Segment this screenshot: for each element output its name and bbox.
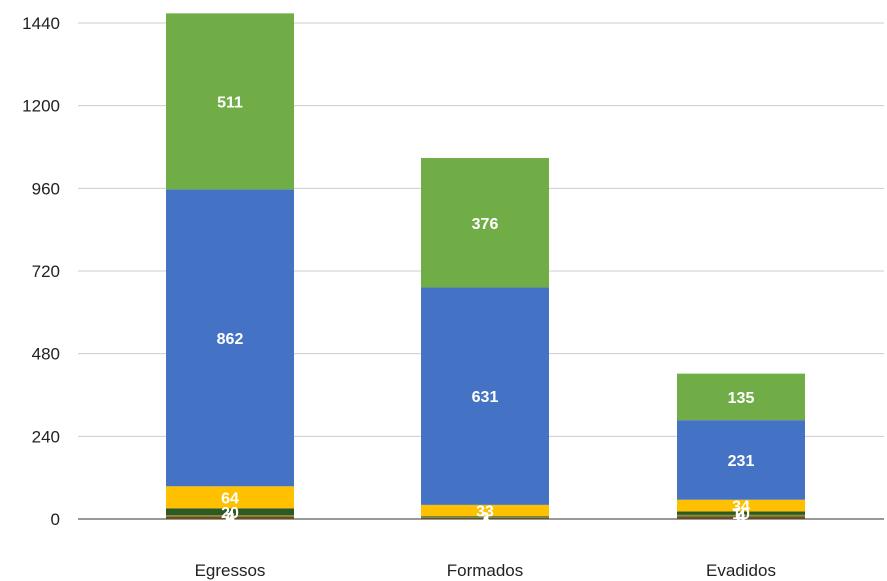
data-label: 2	[481, 511, 490, 528]
bar-segment-formados-0	[421, 517, 549, 519]
data-label: 511	[217, 94, 243, 111]
data-label: 862	[217, 331, 244, 348]
bar-segment-formados-4	[421, 287, 549, 505]
data-label: 3	[481, 510, 490, 527]
data-label: 631	[472, 389, 499, 406]
bar-segment-formados-3	[421, 504, 549, 517]
y-tick-label: 1440	[22, 14, 60, 33]
data-label: 7	[226, 511, 235, 528]
data-label: 3	[481, 511, 490, 528]
bar-segment-evadidos-5	[677, 373, 805, 421]
y-tick-label: 720	[32, 262, 60, 281]
data-label: 8	[737, 511, 746, 528]
y-tick-label: 960	[32, 179, 60, 198]
bar-segment-evadidos-4	[677, 420, 805, 500]
bar-segment-egressos-0	[166, 516, 294, 519]
bar-segment-egressos-2	[166, 508, 294, 516]
bar-segment-formados-2	[421, 516, 549, 518]
y-axis-ticks: 0 240 480 720 960 1200 1440	[22, 14, 60, 529]
y-tick-label: 240	[32, 427, 60, 446]
bars	[166, 13, 805, 519]
y-tick-label: 480	[32, 345, 60, 364]
data-label: 20	[221, 505, 239, 522]
data-label: 64	[221, 490, 239, 507]
data-label: 4	[226, 509, 235, 526]
data-label: 33	[476, 504, 494, 521]
bar-segment-formados-1	[421, 517, 549, 518]
y-tick-label: 0	[51, 510, 60, 529]
y-tick-label: 1200	[22, 97, 60, 116]
x-axis-categories: Egressos Formados Evadidos	[195, 561, 776, 580]
data-label: 34	[732, 499, 750, 516]
bar-segment-egressos-1	[166, 515, 294, 517]
data-label: 135	[728, 390, 755, 407]
bar-segment-evadidos-1	[677, 514, 805, 517]
bar-segment-egressos-3	[166, 486, 294, 509]
bar-segment-evadidos-0	[677, 516, 805, 519]
data-label: 231	[728, 453, 755, 470]
bar-segment-evadidos-2	[677, 511, 805, 515]
x-category-label: Formados	[447, 561, 524, 580]
data-label: 4	[737, 509, 746, 526]
bar-segment-formados-5	[421, 158, 549, 288]
bar-segment-egressos-4	[166, 189, 294, 487]
data-label: 10	[732, 506, 750, 523]
bar-segment-evadidos-3	[677, 499, 805, 512]
bar-segment-egressos-5	[166, 13, 294, 190]
x-category-label: Egressos	[195, 561, 266, 580]
x-category-label: Evadidos	[706, 561, 776, 580]
data-label: 376	[472, 216, 499, 233]
